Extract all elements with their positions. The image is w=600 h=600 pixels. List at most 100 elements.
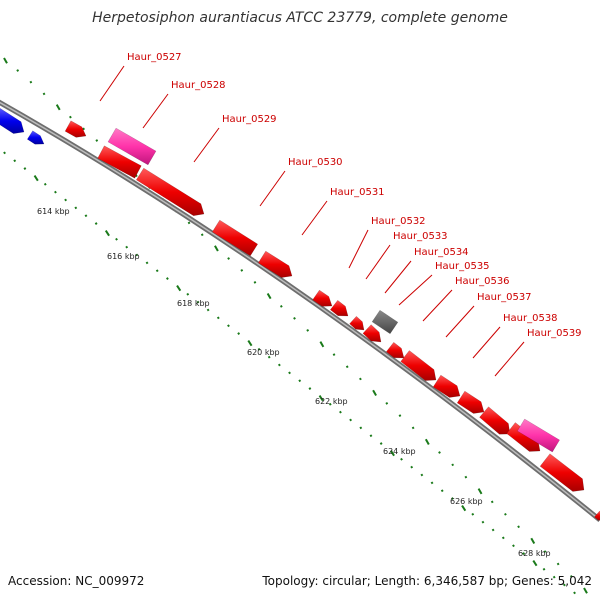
gene-arrow <box>456 390 485 414</box>
gene-label: Haur_0527 <box>127 52 182 63</box>
minor-tick <box>166 277 169 280</box>
minor-tick <box>522 552 526 555</box>
minor-tick <box>267 355 271 359</box>
label-connector <box>365 244 391 280</box>
minor-tick <box>385 401 389 405</box>
minor-tick <box>82 127 85 131</box>
minor-tick <box>23 167 27 170</box>
minor-tick <box>420 473 424 477</box>
gene-label: Haur_0533 <box>393 231 448 242</box>
label-connector <box>422 289 453 322</box>
label-connector <box>99 65 125 102</box>
gene-arrow <box>329 299 349 317</box>
label-connector <box>193 127 220 163</box>
minor-tick <box>491 528 495 532</box>
minor-tick <box>379 442 383 445</box>
gene-arrow <box>506 422 541 452</box>
gene-arrow <box>312 289 333 307</box>
label-connector <box>301 200 328 236</box>
minor-tick <box>349 418 353 422</box>
label-connector <box>494 341 525 377</box>
minor-tick <box>253 280 257 284</box>
minor-tick <box>306 329 310 332</box>
minor-tick <box>13 159 17 163</box>
gene-arrow <box>26 130 45 145</box>
gene-arrow <box>400 350 437 381</box>
gene-label: Haur_0531 <box>330 187 385 198</box>
major-tick <box>532 560 538 567</box>
minor-tick <box>328 402 332 406</box>
gene-arrow <box>479 406 511 435</box>
minor-tick <box>64 198 68 202</box>
gene-arrow <box>0 107 25 134</box>
gene-arrow <box>432 374 461 398</box>
minor-tick <box>277 363 281 367</box>
minor-tick <box>279 304 283 308</box>
minor-tick <box>135 253 139 257</box>
minor-tick <box>512 544 515 548</box>
gene-label: Haur_0534 <box>414 247 469 258</box>
minor-tick <box>298 379 302 383</box>
major-tick <box>176 285 182 292</box>
major-tick <box>247 340 253 347</box>
label-connector <box>348 229 369 269</box>
outer-tick-ring <box>3 57 588 594</box>
gene-label: Haur_0528 <box>171 80 226 91</box>
major-tick <box>33 175 39 182</box>
gene-label: Haur_0539 <box>527 328 582 339</box>
gene-label: Haur_0535 <box>435 261 490 272</box>
minor-tick <box>451 497 454 500</box>
minor-tick <box>440 489 444 493</box>
gene-label: Haur_0530 <box>288 157 343 168</box>
gene-arrow <box>362 324 382 343</box>
accession-text: Accession: NC_009972 <box>8 574 145 588</box>
minor-tick <box>257 347 261 351</box>
major-tick <box>266 292 272 300</box>
minor-tick <box>369 434 373 438</box>
minor-tick <box>501 536 505 540</box>
label-connector <box>142 93 169 129</box>
gene-label-connectors <box>99 65 525 377</box>
minor-tick <box>556 562 560 566</box>
minor-tick <box>345 365 349 369</box>
minor-tick <box>542 567 546 571</box>
minor-tick <box>288 371 291 375</box>
scale-label: 622 kbp <box>315 397 348 406</box>
minor-tick <box>308 387 312 390</box>
gene-features <box>0 107 600 521</box>
minor-tick <box>410 465 414 469</box>
major-tick <box>530 537 536 544</box>
minor-tick <box>552 575 556 579</box>
minor-tick <box>84 214 88 218</box>
minor-tick <box>155 269 159 273</box>
minor-tick <box>438 451 441 454</box>
scale-label: 624 kbp <box>383 447 416 456</box>
major-tick <box>389 450 395 457</box>
minor-tick <box>216 316 220 320</box>
minor-tick <box>237 332 241 335</box>
minor-tick <box>504 512 507 516</box>
minor-tick <box>43 182 47 186</box>
major-tick <box>318 395 324 402</box>
minor-tick <box>196 300 200 304</box>
minor-tick <box>573 591 576 595</box>
gene-arrow <box>107 127 157 166</box>
scale-label: 616 kbp <box>107 252 140 261</box>
scale-label: 614 kbp <box>37 207 70 216</box>
minor-tick <box>3 151 6 155</box>
minor-tick <box>74 206 78 210</box>
gene-label: Haur_0529 <box>222 114 277 125</box>
scale-label: 618 kbp <box>177 299 210 308</box>
minor-tick <box>430 481 434 485</box>
minor-tick <box>16 69 20 72</box>
minor-tick <box>115 237 118 241</box>
gene-arrow <box>594 510 600 521</box>
minor-tick <box>359 377 362 381</box>
gene-arrow <box>64 120 87 138</box>
minor-tick <box>481 520 485 524</box>
minor-tick <box>42 92 46 96</box>
minor-tick <box>543 550 547 553</box>
minor-tick <box>200 233 204 237</box>
gene-arrow <box>135 167 205 216</box>
minor-tick <box>29 80 33 84</box>
